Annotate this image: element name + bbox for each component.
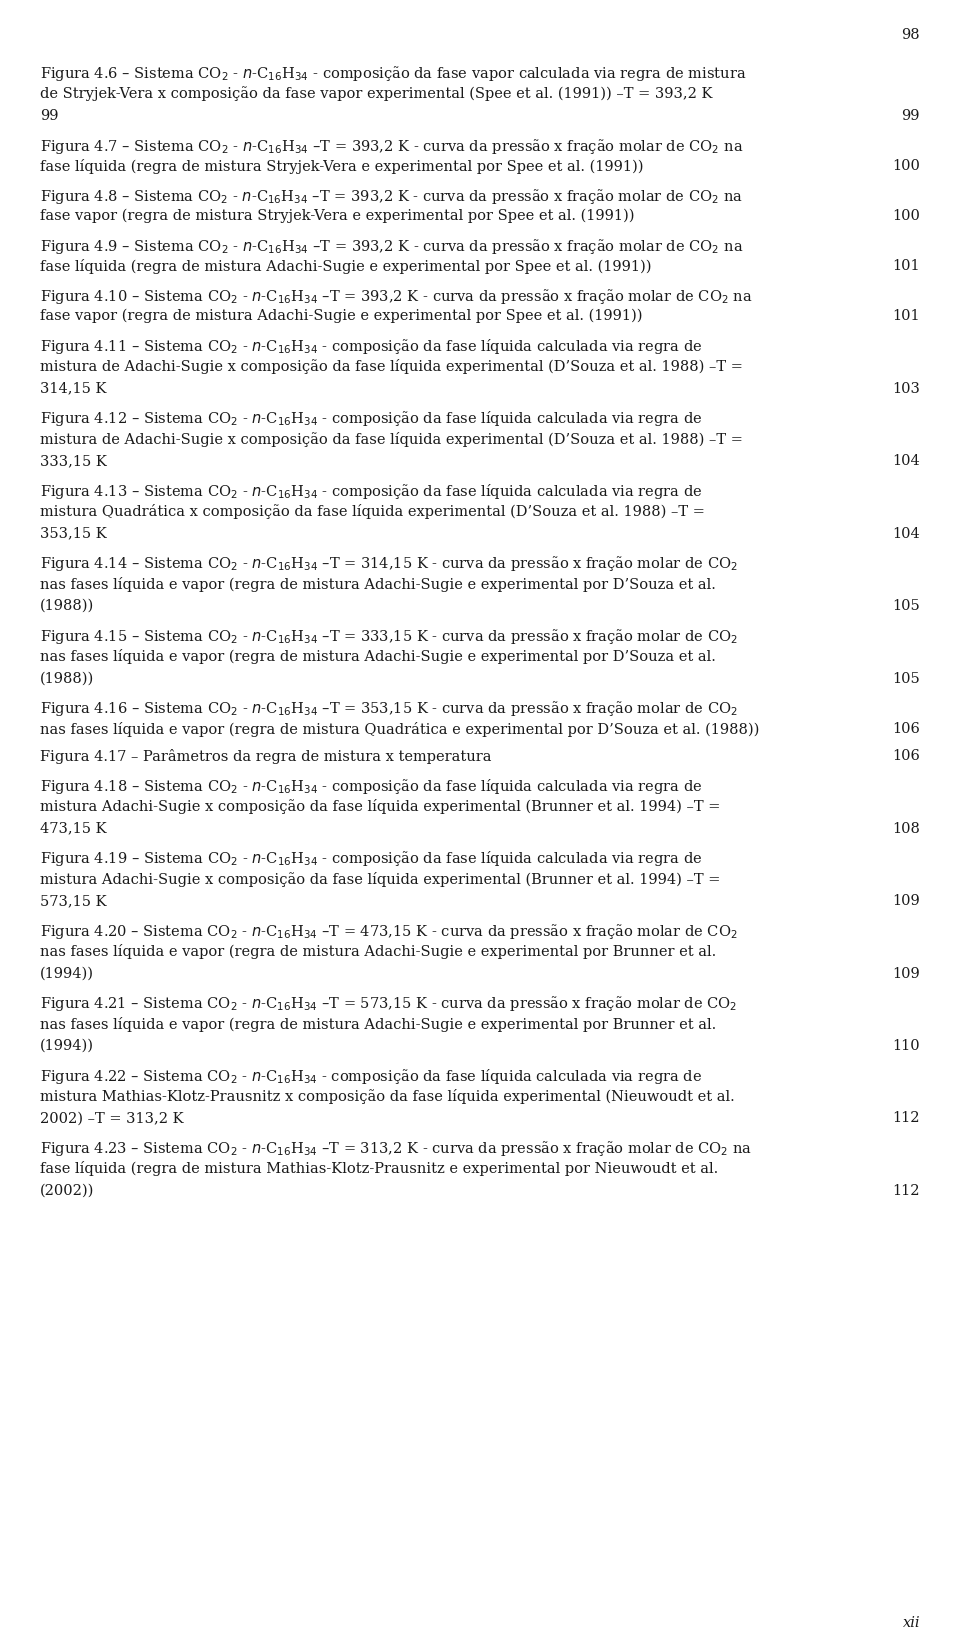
Text: 104: 104 bbox=[892, 526, 920, 541]
Text: 333,15 K: 333,15 K bbox=[40, 453, 107, 468]
Text: 103: 103 bbox=[892, 381, 920, 396]
Text: de Stryjek-Vera x composição da fase vapor experimental (Spee et al. (1991)) –T : de Stryjek-Vera x composição da fase vap… bbox=[40, 86, 712, 102]
Text: Figura 4.6 – Sistema CO$_2$ - $n$-C$_{16}$H$_{34}$ - composição da fase vapor ca: Figura 4.6 – Sistema CO$_2$ - $n$-C$_{16… bbox=[40, 64, 746, 82]
Text: Figura 4.10 – Sistema CO$_2$ - $n$-C$_{16}$H$_{34}$ –T = 393,2 K - curva da pres: Figura 4.10 – Sistema CO$_2$ - $n$-C$_{1… bbox=[40, 287, 753, 305]
Text: Figura 4.18 – Sistema CO$_2$ - $n$-C$_{16}$H$_{34}$ - composição da fase líquida: Figura 4.18 – Sistema CO$_2$ - $n$-C$_{1… bbox=[40, 776, 703, 796]
Text: fase vapor (regra de mistura Adachi-Sugie e experimental por Spee et al. (1991)): fase vapor (regra de mistura Adachi-Sugi… bbox=[40, 310, 642, 323]
Text: Figura 4.16 – Sistema CO$_2$ - $n$-C$_{16}$H$_{34}$ –T = 353,15 K - curva da pre: Figura 4.16 – Sistema CO$_2$ - $n$-C$_{1… bbox=[40, 699, 738, 719]
Text: mistura de Adachi-Sugie x composição da fase líquida experimental (D’Souza et al: mistura de Adachi-Sugie x composição da … bbox=[40, 432, 743, 447]
Text: Figura 4.15 – Sistema CO$_2$ - $n$-C$_{16}$H$_{34}$ –T = 333,15 K - curva da pre: Figura 4.15 – Sistema CO$_2$ - $n$-C$_{1… bbox=[40, 626, 738, 646]
Text: (1994)): (1994)) bbox=[40, 1038, 94, 1053]
Text: 98: 98 bbox=[901, 28, 920, 41]
Text: 573,15 K: 573,15 K bbox=[40, 893, 107, 908]
Text: (1994)): (1994)) bbox=[40, 966, 94, 981]
Text: 100: 100 bbox=[892, 158, 920, 173]
Text: mistura Mathias-Klotz-Prausnitz x composição da fase líquida experimental (Nieuw: mistura Mathias-Klotz-Prausnitz x compos… bbox=[40, 1089, 734, 1104]
Text: Figura 4.9 – Sistema CO$_2$ - $n$-C$_{16}$H$_{34}$ –T = 393,2 K - curva da press: Figura 4.9 – Sistema CO$_2$ - $n$-C$_{16… bbox=[40, 237, 743, 255]
Text: 108: 108 bbox=[892, 821, 920, 836]
Text: Figura 4.7 – Sistema CO$_2$ - $n$-C$_{16}$H$_{34}$ –T = 393,2 K - curva da press: Figura 4.7 – Sistema CO$_2$ - $n$-C$_{16… bbox=[40, 137, 743, 155]
Text: nas fases líquida e vapor (regra de mistura Adachi-Sugie e experimental por D’So: nas fases líquida e vapor (regra de mist… bbox=[40, 649, 716, 664]
Text: 109: 109 bbox=[892, 966, 920, 981]
Text: nas fases líquida e vapor (regra de mistura Quadrática e experimental por D’Souz: nas fases líquida e vapor (regra de mist… bbox=[40, 722, 759, 737]
Text: 2002) –T = 313,2 K: 2002) –T = 313,2 K bbox=[40, 1111, 183, 1126]
Text: mistura de Adachi-Sugie x composição da fase líquida experimental (D’Souza et al: mistura de Adachi-Sugie x composição da … bbox=[40, 359, 743, 374]
Text: Figura 4.11 – Sistema CO$_2$ - $n$-C$_{16}$H$_{34}$ - composição da fase líquida: Figura 4.11 – Sistema CO$_2$ - $n$-C$_{1… bbox=[40, 336, 703, 356]
Text: (1988)): (1988)) bbox=[40, 671, 94, 686]
Text: nas fases líquida e vapor (regra de mistura Adachi-Sugie e experimental por D’So: nas fases líquida e vapor (regra de mist… bbox=[40, 577, 716, 592]
Text: Figura 4.19 – Sistema CO$_2$ - $n$-C$_{16}$H$_{34}$ - composição da fase líquida: Figura 4.19 – Sistema CO$_2$ - $n$-C$_{1… bbox=[40, 849, 703, 868]
Text: Figura 4.21 – Sistema CO$_2$ - $n$-C$_{16}$H$_{34}$ –T = 573,15 K - curva da pre: Figura 4.21 – Sistema CO$_2$ - $n$-C$_{1… bbox=[40, 994, 737, 1014]
Text: 99: 99 bbox=[40, 109, 59, 124]
Text: 99: 99 bbox=[901, 109, 920, 124]
Text: 473,15 K: 473,15 K bbox=[40, 821, 107, 836]
Text: 112: 112 bbox=[893, 1111, 920, 1126]
Text: nas fases líquida e vapor (regra de mistura Adachi-Sugie e experimental por Brun: nas fases líquida e vapor (regra de mist… bbox=[40, 944, 716, 959]
Text: 101: 101 bbox=[893, 310, 920, 323]
Text: (1988)): (1988)) bbox=[40, 598, 94, 613]
Text: Figura 4.14 – Sistema CO$_2$ - $n$-C$_{16}$H$_{34}$ –T = 314,15 K - curva da pre: Figura 4.14 – Sistema CO$_2$ - $n$-C$_{1… bbox=[40, 554, 738, 574]
Text: Figura 4.12 – Sistema CO$_2$ - $n$-C$_{16}$H$_{34}$ - composição da fase líquida: Figura 4.12 – Sistema CO$_2$ - $n$-C$_{1… bbox=[40, 409, 703, 428]
Text: 109: 109 bbox=[892, 893, 920, 908]
Text: 101: 101 bbox=[893, 259, 920, 274]
Text: Figura 4.8 – Sistema CO$_2$ - $n$-C$_{16}$H$_{34}$ –T = 393,2 K - curva da press: Figura 4.8 – Sistema CO$_2$ - $n$-C$_{16… bbox=[40, 186, 743, 206]
Text: 105: 105 bbox=[892, 598, 920, 613]
Text: Figura 4.20 – Sistema CO$_2$ - $n$-C$_{16}$H$_{34}$ –T = 473,15 K - curva da pre: Figura 4.20 – Sistema CO$_2$ - $n$-C$_{1… bbox=[40, 921, 737, 941]
Text: 105: 105 bbox=[892, 671, 920, 686]
Text: Figura 4.17 – Parâmetros da regra de mistura x temperatura: Figura 4.17 – Parâmetros da regra de mis… bbox=[40, 748, 492, 765]
Text: fase líquida (regra de mistura Stryjek-Vera e experimental por Spee et al. (1991: fase líquida (regra de mistura Stryjek-V… bbox=[40, 158, 643, 175]
Text: nas fases líquida e vapor (regra de mistura Adachi-Sugie e experimental por Brun: nas fases líquida e vapor (regra de mist… bbox=[40, 1017, 716, 1032]
Text: 110: 110 bbox=[893, 1038, 920, 1053]
Text: 100: 100 bbox=[892, 209, 920, 222]
Text: 104: 104 bbox=[892, 453, 920, 468]
Text: 112: 112 bbox=[893, 1183, 920, 1198]
Text: Figura 4.23 – Sistema CO$_2$ - $n$-C$_{16}$H$_{34}$ –T = 313,2 K - curva da pres: Figura 4.23 – Sistema CO$_2$ - $n$-C$_{1… bbox=[40, 1139, 753, 1159]
Text: Figura 4.22 – Sistema CO$_2$ - $n$-C$_{16}$H$_{34}$ - composição da fase líquida: Figura 4.22 – Sistema CO$_2$ - $n$-C$_{1… bbox=[40, 1066, 702, 1086]
Text: fase líquida (regra de mistura Adachi-Sugie e experimental por Spee et al. (1991: fase líquida (regra de mistura Adachi-Su… bbox=[40, 259, 652, 274]
Text: 106: 106 bbox=[892, 722, 920, 735]
Text: mistura Adachi-Sugie x composição da fase líquida experimental (Brunner et al. 1: mistura Adachi-Sugie x composição da fas… bbox=[40, 799, 720, 814]
Text: mistura Quadrática x composição da fase líquida experimental (D’Souza et al. 198: mistura Quadrática x composição da fase … bbox=[40, 504, 705, 519]
Text: (2002)): (2002)) bbox=[40, 1183, 94, 1198]
Text: xii: xii bbox=[902, 1617, 920, 1630]
Text: mistura Adachi-Sugie x composição da fase líquida experimental (Brunner et al. 1: mistura Adachi-Sugie x composição da fas… bbox=[40, 872, 720, 887]
Text: fase líquida (regra de mistura Mathias-Klotz-Prausnitz e experimental por Nieuwo: fase líquida (regra de mistura Mathias-K… bbox=[40, 1162, 718, 1177]
Text: fase vapor (regra de mistura Stryjek-Vera e experimental por Spee et al. (1991)): fase vapor (regra de mistura Stryjek-Ver… bbox=[40, 209, 635, 224]
Text: Figura 4.13 – Sistema CO$_2$ - $n$-C$_{16}$H$_{34}$ - composição da fase líquida: Figura 4.13 – Sistema CO$_2$ - $n$-C$_{1… bbox=[40, 481, 703, 501]
Text: 353,15 K: 353,15 K bbox=[40, 526, 107, 541]
Text: 314,15 K: 314,15 K bbox=[40, 381, 107, 396]
Text: 106: 106 bbox=[892, 748, 920, 763]
